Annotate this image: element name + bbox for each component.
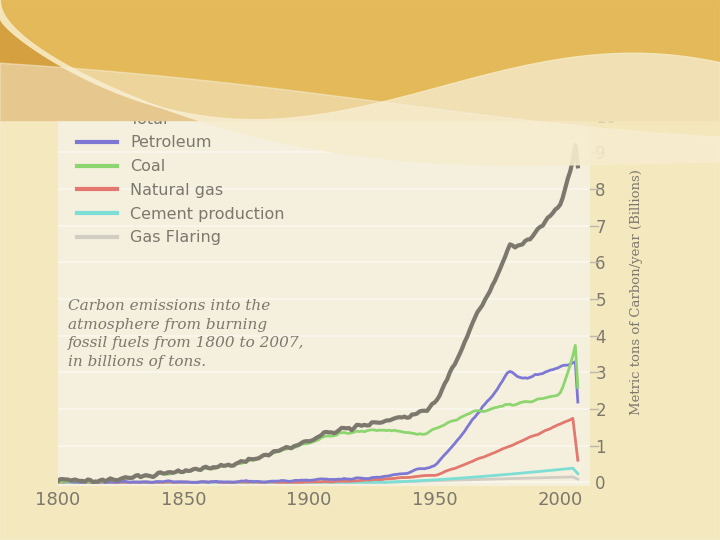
Text: Carbon emissions into the
atmosphere from burning
fossil fuels from 1800 to 2007: Carbon emissions into the atmosphere fro… (68, 299, 305, 369)
Y-axis label: Metric tons of Carbon/year (Billions): Metric tons of Carbon/year (Billions) (630, 168, 643, 415)
Legend: Total, Petroleum, Coal, Natural gas, Cement production, Gas Flaring: Total, Petroleum, Coal, Natural gas, Cem… (71, 105, 291, 252)
